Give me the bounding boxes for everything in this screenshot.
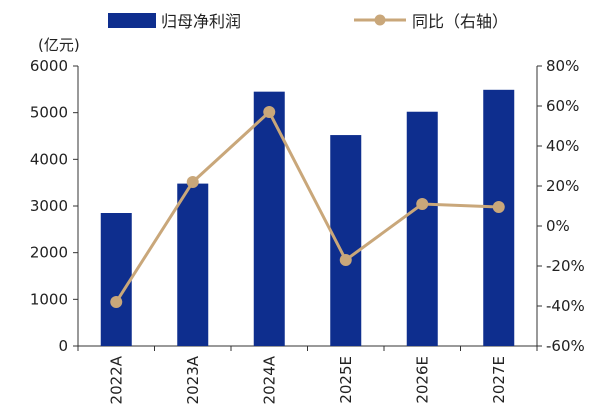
yoy-point-2027E [492,201,505,213]
y-left-unit-label: (亿元) [38,36,80,54]
y-right-tick-label: -60% [546,337,585,355]
y-left-tick-label: 5000 [30,104,68,122]
x-tick-label: 2025E [337,356,355,404]
legend-bar-label: 归母净利润 [161,12,241,31]
y-right-tick-label: 20% [546,177,579,195]
legend-line-marker [374,14,386,26]
y-left-tick-label: 4000 [30,150,68,168]
y-left-tick-label: 1000 [30,290,68,308]
legend-line-label: 同比（右轴） [412,12,508,31]
yoy-point-2024A [263,106,276,118]
x-tick-label: 2026E [413,356,431,404]
y-left-tick-label: 6000 [30,57,68,75]
bar-2026E [406,111,438,346]
yoy-polyline [114,109,499,303]
yoy-point-2022A [110,296,123,308]
bar-2027E [483,89,515,347]
y-left-tick-label: 3000 [30,197,68,215]
x-tick-label: 2023A [184,355,202,404]
yoy-point-2025E [339,254,352,266]
y-right-tick-label: -40% [546,297,585,315]
y-right-tick-label: 0% [546,217,570,235]
y-right-tick-label: -20% [546,257,585,275]
yoy-point-2026E [416,198,429,210]
y-right-tick-label: 80% [546,57,579,75]
yoy-point-2023A [186,176,199,188]
x-tick-label: 2027E [490,356,508,404]
y-left-tick-label: 2000 [30,244,68,262]
y-right-tick-label: 60% [546,97,579,115]
x-tick-label: 2022A [107,355,125,404]
bar-2022A [100,213,132,346]
x-tick-labels: 2022A 2023A 2024A 2025E 2026E 2027E [107,355,508,404]
x-tick-label: 2024A [260,355,278,404]
axes: 0 1000 2000 3000 4000 5000 6000 -60% -40% -20% 0% 2… [30,57,585,355]
legend-bar-swatch [108,13,156,28]
yoy-line [110,106,505,308]
bars [100,89,515,347]
bar-2023A [177,183,209,346]
y-right-tick-label: 40% [546,137,579,155]
y-left-tick-label: 0 [58,337,68,355]
legend: 归母净利润 同比（右轴） [108,12,508,31]
